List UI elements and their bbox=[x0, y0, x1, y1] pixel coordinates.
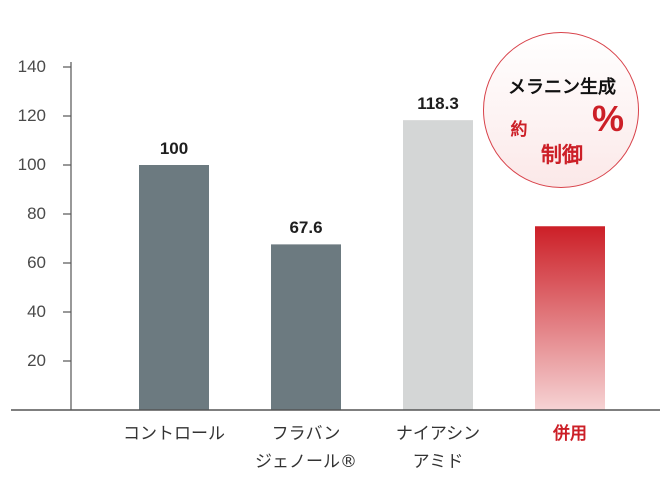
bar-combination bbox=[535, 226, 605, 410]
data-label-control: 100 bbox=[159, 139, 189, 158]
y-tick-label: 60 bbox=[27, 253, 46, 272]
y-tick-label: 80 bbox=[27, 204, 46, 223]
y-tick-label: 100 bbox=[17, 155, 46, 174]
y-tick-label: 120 bbox=[17, 106, 46, 125]
y-tick-label: 140 bbox=[17, 57, 46, 76]
category-label-control: コントロール bbox=[123, 424, 225, 444]
bar-niacinamide bbox=[403, 120, 473, 410]
data-label-flavangenol: 67.6 bbox=[289, 218, 323, 238]
bar-control bbox=[139, 165, 209, 410]
category-label-combination: 併用 bbox=[553, 424, 587, 444]
category-label-flavangenol: フラバン ジェノール® bbox=[255, 424, 357, 472]
category-label-niacinamide: ナイアシン アミド bbox=[395, 424, 481, 472]
callout-approx-label: 約 bbox=[510, 120, 528, 140]
bar-flavangenol bbox=[271, 244, 341, 410]
callout-effect-label: 制御 bbox=[541, 143, 583, 167]
callout-percent-unit: % bbox=[591, 98, 624, 139]
data-label-niacinamide: 118.3 bbox=[417, 94, 459, 114]
callout-title: メラニン生成 bbox=[508, 77, 616, 98]
melanin-inhibition-callout: メラニン生成 約 % 制御 bbox=[483, 32, 639, 188]
y-tick-label: 20 bbox=[27, 351, 46, 370]
y-tick-label: 40 bbox=[27, 302, 46, 321]
